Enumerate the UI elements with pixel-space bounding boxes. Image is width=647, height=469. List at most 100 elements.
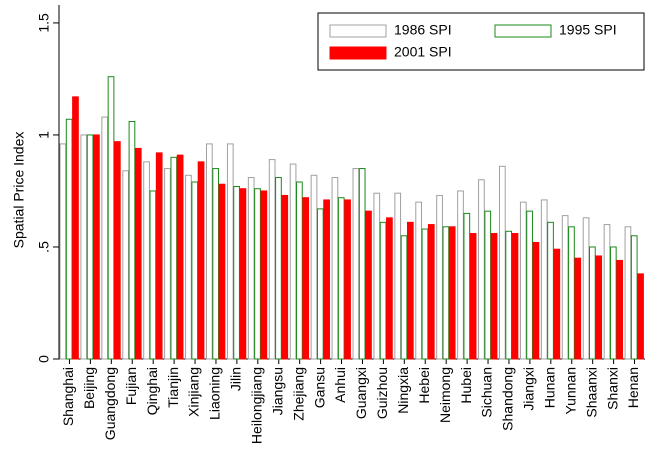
x-tick-label: Gansu: [311, 367, 327, 408]
bar: [59, 143, 67, 360]
x-tick-label: Tianjin: [165, 367, 181, 408]
y-tick-label: 1: [36, 131, 52, 139]
bar: [484, 210, 492, 360]
x-tick-label: Heilongjiang: [249, 367, 265, 444]
x-tick-label: Shanxi: [604, 367, 620, 410]
x-tick-label: Guizhou: [374, 367, 390, 419]
bar: [260, 190, 268, 360]
bar: [93, 134, 100, 360]
bar: [436, 194, 443, 360]
x-tick-label: Zhejiang: [290, 367, 306, 421]
bar: [463, 212, 471, 360]
bar: [86, 134, 94, 360]
x-tick-label: Liaoning: [207, 367, 223, 420]
bar: [197, 161, 205, 360]
bar: [547, 221, 554, 360]
bar: [247, 177, 255, 360]
bar: [469, 233, 477, 360]
bar: [289, 163, 297, 360]
x-tick-label: Anhui: [332, 367, 348, 403]
bar: [589, 246, 596, 360]
x-tick-label: Neimong: [437, 367, 453, 423]
bar: [176, 154, 184, 360]
bar: [568, 226, 575, 360]
bar: [490, 233, 498, 360]
bar: [386, 217, 393, 360]
x-tick-label: Guangxi: [353, 367, 369, 419]
bar: [302, 197, 310, 360]
bar: [526, 210, 533, 360]
bar: [394, 192, 402, 360]
bar: [442, 226, 450, 360]
x-tick-label: Yunnan: [562, 367, 578, 415]
bar: [191, 181, 199, 360]
x-tick-label: Shaanxi: [583, 367, 599, 418]
bar: [323, 199, 330, 360]
bar: [415, 201, 422, 360]
bar: [406, 221, 414, 360]
bar: [337, 197, 345, 360]
bar: [185, 174, 192, 360]
bar: [128, 121, 136, 360]
bar: [206, 143, 213, 360]
x-tick-label: Henan: [625, 367, 641, 408]
bar: [218, 183, 226, 360]
bar: [358, 168, 366, 360]
bar: [296, 181, 303, 360]
bar: [233, 185, 240, 360]
bar: [421, 228, 429, 360]
legend-swatch: [329, 24, 387, 38]
bar: [553, 248, 561, 360]
bar: [574, 257, 582, 360]
x-tick-label: Fujian: [123, 367, 139, 405]
legend-swatch: [329, 46, 387, 60]
y-axis-label: Spatial Price Index: [11, 132, 27, 249]
legend-box: [317, 12, 645, 71]
bar: [609, 246, 617, 360]
bar: [164, 168, 171, 360]
x-tick-label: Hunan: [542, 367, 558, 408]
x-tick-label: Jiangsu: [269, 367, 285, 415]
bar: [505, 230, 513, 360]
legend-swatch: [494, 24, 552, 38]
bar: [239, 188, 247, 360]
bar: [80, 134, 88, 360]
bar: [143, 161, 150, 360]
bar: [379, 221, 387, 360]
bar: [122, 170, 129, 360]
x-tick-label: Shandong: [500, 367, 516, 431]
y-tick-label: 0: [36, 355, 52, 363]
legend-label: 1995 SPI: [559, 22, 617, 38]
x-tick-label: Hebei: [416, 367, 432, 404]
x-tick-label: Hubei: [458, 367, 474, 404]
bar: [352, 168, 360, 360]
x-tick-label: Jiangxi: [521, 367, 537, 411]
bar: [616, 259, 623, 360]
bar: [134, 147, 142, 360]
bar: [155, 152, 163, 360]
y-tick-label: .5: [36, 241, 52, 253]
bar: [212, 168, 220, 360]
bar: [478, 179, 485, 360]
bar: [457, 190, 464, 360]
y-tick-label: 1.5: [36, 13, 52, 33]
x-tick-label: Guangdong: [102, 367, 118, 440]
bar: [637, 273, 644, 360]
bar: [532, 241, 540, 360]
x-tick-label: Xinjiang: [186, 367, 202, 417]
bar: [107, 76, 115, 360]
bar: [275, 177, 282, 360]
bar: [281, 194, 289, 360]
bar: [365, 210, 372, 360]
bar: [344, 199, 351, 360]
bar: [331, 177, 339, 360]
legend-label: 2001 SPI: [394, 44, 452, 60]
bar: [561, 215, 569, 360]
x-tick-label: Beijing: [81, 367, 97, 409]
bar: [582, 217, 590, 360]
x-tick-label: Qinghai: [144, 367, 160, 415]
bar: [519, 201, 527, 360]
x-tick-label: Sichuan: [479, 367, 495, 418]
bar: [427, 224, 435, 360]
